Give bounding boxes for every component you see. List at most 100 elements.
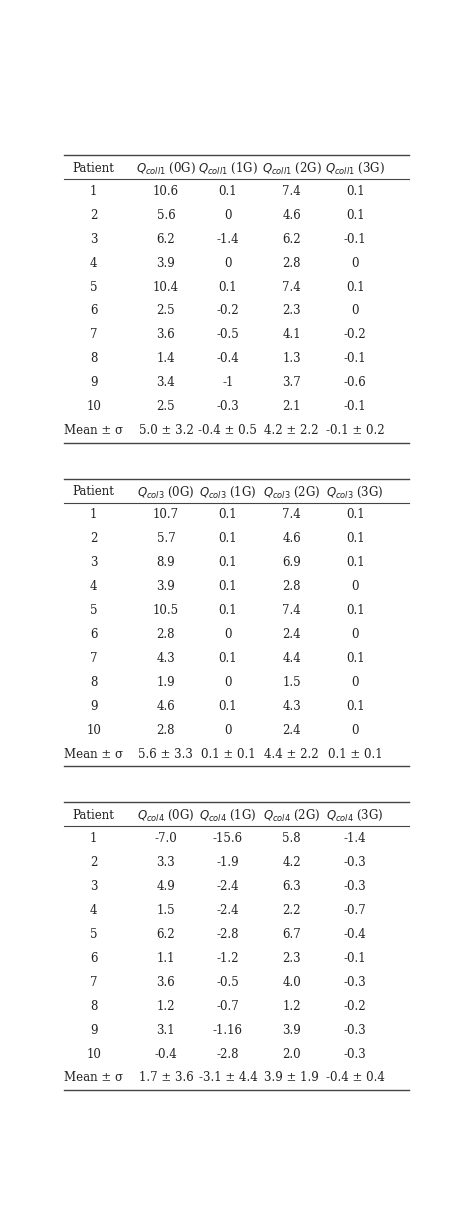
Text: -3.1 ± 4.4: -3.1 ± 4.4 bbox=[198, 1071, 257, 1085]
Text: 0: 0 bbox=[352, 257, 359, 269]
Text: Patient: Patient bbox=[73, 809, 114, 822]
Text: 2.4: 2.4 bbox=[282, 629, 301, 641]
Text: -1.16: -1.16 bbox=[213, 1023, 243, 1037]
Text: 4.4 ± 2.2: 4.4 ± 2.2 bbox=[264, 748, 319, 761]
Text: 3.1: 3.1 bbox=[157, 1023, 175, 1037]
Text: 6: 6 bbox=[90, 629, 98, 641]
Text: -0.3: -0.3 bbox=[344, 1023, 367, 1037]
Text: Patient: Patient bbox=[73, 486, 114, 498]
Text: $Q_{col4}$ (1G): $Q_{col4}$ (1G) bbox=[199, 808, 256, 823]
Text: -0.3: -0.3 bbox=[217, 400, 239, 413]
Text: $Q_{coll1}$ (2G): $Q_{coll1}$ (2G) bbox=[262, 161, 322, 176]
Text: -0.7: -0.7 bbox=[217, 1000, 239, 1012]
Text: 0: 0 bbox=[352, 629, 359, 641]
Text: 6.9: 6.9 bbox=[282, 556, 301, 569]
Text: $Q_{col4}$ (3G): $Q_{col4}$ (3G) bbox=[327, 808, 384, 823]
Text: 4.2 ± 2.2: 4.2 ± 2.2 bbox=[264, 424, 319, 438]
Text: 2.5: 2.5 bbox=[157, 400, 175, 413]
Text: Mean ± σ: Mean ± σ bbox=[64, 1071, 123, 1085]
Text: 0: 0 bbox=[352, 305, 359, 317]
Text: 6.2: 6.2 bbox=[157, 232, 175, 246]
Text: 3.9: 3.9 bbox=[157, 257, 175, 269]
Text: -0.5: -0.5 bbox=[217, 975, 239, 989]
Text: 0.1: 0.1 bbox=[346, 700, 365, 713]
Text: 6.2: 6.2 bbox=[157, 927, 175, 941]
Text: -0.4 ± 0.5: -0.4 ± 0.5 bbox=[198, 424, 257, 438]
Text: 0.1: 0.1 bbox=[346, 604, 365, 617]
Text: 5.6: 5.6 bbox=[157, 209, 175, 221]
Text: -0.5: -0.5 bbox=[217, 328, 239, 342]
Text: 4.1: 4.1 bbox=[282, 328, 301, 342]
Text: -0.3: -0.3 bbox=[344, 879, 367, 893]
Text: 1.9: 1.9 bbox=[157, 676, 175, 689]
Text: 3.9: 3.9 bbox=[282, 1023, 301, 1037]
Text: 0: 0 bbox=[224, 209, 232, 221]
Text: -0.2: -0.2 bbox=[217, 305, 239, 317]
Text: 0.1: 0.1 bbox=[218, 700, 237, 713]
Text: 3: 3 bbox=[90, 232, 98, 246]
Text: 2.5: 2.5 bbox=[157, 305, 175, 317]
Text: -0.1: -0.1 bbox=[344, 353, 366, 365]
Text: 9: 9 bbox=[90, 1023, 98, 1037]
Text: 0: 0 bbox=[352, 724, 359, 737]
Text: 9: 9 bbox=[90, 700, 98, 713]
Text: -0.6: -0.6 bbox=[344, 376, 367, 390]
Text: $Q_{col3}$ (1G): $Q_{col3}$ (1G) bbox=[199, 485, 256, 499]
Text: 3.3: 3.3 bbox=[157, 856, 175, 868]
Text: 1.5: 1.5 bbox=[282, 676, 301, 689]
Text: -0.3: -0.3 bbox=[344, 1048, 367, 1060]
Text: 8: 8 bbox=[90, 1000, 97, 1012]
Text: -2.4: -2.4 bbox=[217, 879, 239, 893]
Text: 2.8: 2.8 bbox=[282, 581, 301, 593]
Text: 5.0 ± 3.2: 5.0 ± 3.2 bbox=[138, 424, 193, 438]
Text: -0.3: -0.3 bbox=[344, 856, 367, 868]
Text: 0: 0 bbox=[352, 676, 359, 689]
Text: 5: 5 bbox=[90, 604, 98, 617]
Text: 5: 5 bbox=[90, 927, 98, 941]
Text: 3.4: 3.4 bbox=[157, 376, 175, 390]
Text: 0.1: 0.1 bbox=[218, 184, 237, 198]
Text: 6.7: 6.7 bbox=[282, 927, 301, 941]
Text: 0.1: 0.1 bbox=[346, 652, 365, 665]
Text: 2.8: 2.8 bbox=[157, 629, 175, 641]
Text: 7: 7 bbox=[90, 975, 98, 989]
Text: 0: 0 bbox=[224, 676, 232, 689]
Text: -0.7: -0.7 bbox=[344, 904, 367, 916]
Text: $Q_{coll1}$ (3G): $Q_{coll1}$ (3G) bbox=[325, 161, 385, 176]
Text: 9: 9 bbox=[90, 376, 98, 390]
Text: 0: 0 bbox=[224, 257, 232, 269]
Text: 5: 5 bbox=[90, 280, 98, 294]
Text: -1.9: -1.9 bbox=[217, 856, 239, 868]
Text: 3.7: 3.7 bbox=[282, 376, 301, 390]
Text: 0.1: 0.1 bbox=[218, 508, 237, 522]
Text: 6.2: 6.2 bbox=[282, 232, 301, 246]
Text: Patient: Patient bbox=[73, 162, 114, 175]
Text: 4.3: 4.3 bbox=[282, 700, 301, 713]
Text: 5.6 ± 3.3: 5.6 ± 3.3 bbox=[138, 748, 193, 761]
Text: -0.1: -0.1 bbox=[344, 232, 366, 246]
Text: -15.6: -15.6 bbox=[213, 831, 243, 845]
Text: 5.8: 5.8 bbox=[282, 831, 301, 845]
Text: 10: 10 bbox=[86, 724, 101, 737]
Text: 3.9 ± 1.9: 3.9 ± 1.9 bbox=[264, 1071, 319, 1085]
Text: 0.1: 0.1 bbox=[346, 533, 365, 545]
Text: 4: 4 bbox=[90, 581, 98, 593]
Text: 0.1: 0.1 bbox=[218, 533, 237, 545]
Text: 0.1 ± 0.1: 0.1 ± 0.1 bbox=[328, 748, 382, 761]
Text: 8: 8 bbox=[90, 676, 97, 689]
Text: Mean ± σ: Mean ± σ bbox=[64, 748, 123, 761]
Text: $Q_{coll1}$ (1G): $Q_{coll1}$ (1G) bbox=[198, 161, 258, 176]
Text: 2: 2 bbox=[90, 209, 97, 221]
Text: 3: 3 bbox=[90, 879, 98, 893]
Text: -7.0: -7.0 bbox=[154, 831, 177, 845]
Text: Mean ± σ: Mean ± σ bbox=[64, 424, 123, 438]
Text: 1.7 ± 3.6: 1.7 ± 3.6 bbox=[138, 1071, 193, 1085]
Text: 6: 6 bbox=[90, 952, 98, 964]
Text: 0.1: 0.1 bbox=[218, 604, 237, 617]
Text: 0.1: 0.1 bbox=[346, 556, 365, 569]
Text: 8: 8 bbox=[90, 353, 97, 365]
Text: 2: 2 bbox=[90, 856, 97, 868]
Text: 7.4: 7.4 bbox=[282, 184, 301, 198]
Text: $Q_{col4}$ (0G): $Q_{col4}$ (0G) bbox=[137, 808, 195, 823]
Text: -0.4: -0.4 bbox=[154, 1048, 177, 1060]
